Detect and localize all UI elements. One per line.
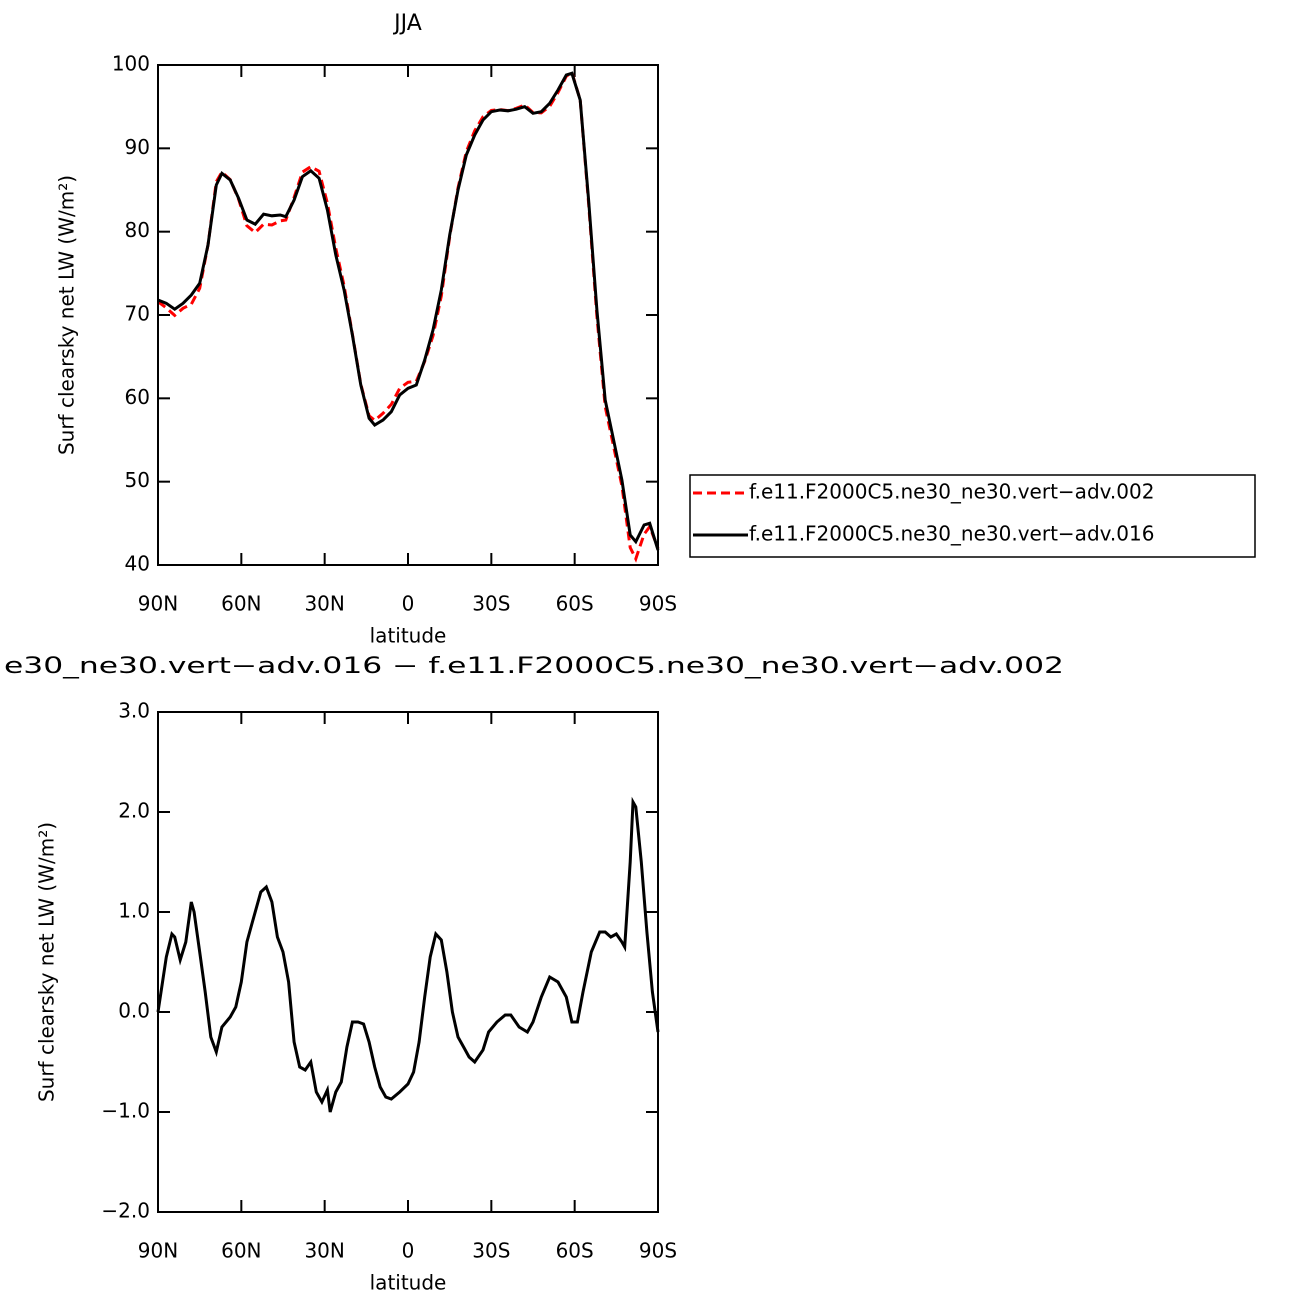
x-tick-label: 60S — [556, 1239, 594, 1263]
plot-frame — [157, 711, 659, 1213]
y-tick-label: 1.0 — [118, 899, 150, 923]
x-tick-label: 90N — [138, 1239, 178, 1263]
x-tick-label: 60S — [556, 592, 594, 616]
x-tick-label: 0 — [402, 1239, 415, 1263]
x-tick-label: 30N — [304, 592, 344, 616]
y-tick-label: 90 — [125, 135, 150, 159]
x-tick-label: 90S — [639, 592, 677, 616]
x-tick-label: 30S — [472, 1239, 510, 1263]
x-axis-label: latitude — [370, 624, 447, 648]
x-tick-label: 30N — [304, 1239, 344, 1263]
chart-title: e30_ne30.vert−adv.016 − f.e11.F2000C5.ne… — [4, 654, 1064, 679]
data-line — [156, 796, 660, 1113]
y-tick-label: −1.0 — [101, 1099, 150, 1123]
y-tick-label: 60 — [125, 385, 150, 409]
y-tick-label: 50 — [125, 468, 150, 492]
y-axis-label: Surf clearsky net LW (W/m²) — [35, 822, 59, 1102]
y-tick-label: 40 — [125, 552, 150, 576]
chart-title: JJA — [392, 11, 422, 36]
y-tick-label: 2.0 — [118, 799, 150, 823]
plot-frame — [157, 64, 659, 566]
y-tick-label: 100 — [112, 52, 150, 76]
x-tick-label: 60N — [221, 592, 261, 616]
y-tick-label: −2.0 — [101, 1199, 150, 1223]
x-tick-label: 60N — [221, 1239, 261, 1263]
x-tick-label: 30S — [472, 592, 510, 616]
y-tick-label: 0.0 — [118, 999, 150, 1023]
y-tick-label: 80 — [125, 218, 150, 242]
x-axis-label: latitude — [370, 1271, 447, 1295]
y-tick-label: 70 — [125, 302, 150, 326]
y-axis-label: Surf clearsky net LW (W/m²) — [55, 175, 79, 455]
y-tick-label: 3.0 — [118, 699, 150, 723]
x-tick-label: 90N — [138, 592, 178, 616]
legend-box — [689, 474, 1256, 558]
x-tick-label: 90S — [639, 1239, 677, 1263]
data-line — [157, 71, 660, 551]
legend-label: f.e11.F2000C5.ne30_ne30.vert−adv.016 — [749, 522, 1154, 546]
legend-label: f.e11.F2000C5.ne30_ne30.vert−adv.002 — [749, 480, 1154, 504]
x-tick-label: 0 — [402, 592, 415, 616]
